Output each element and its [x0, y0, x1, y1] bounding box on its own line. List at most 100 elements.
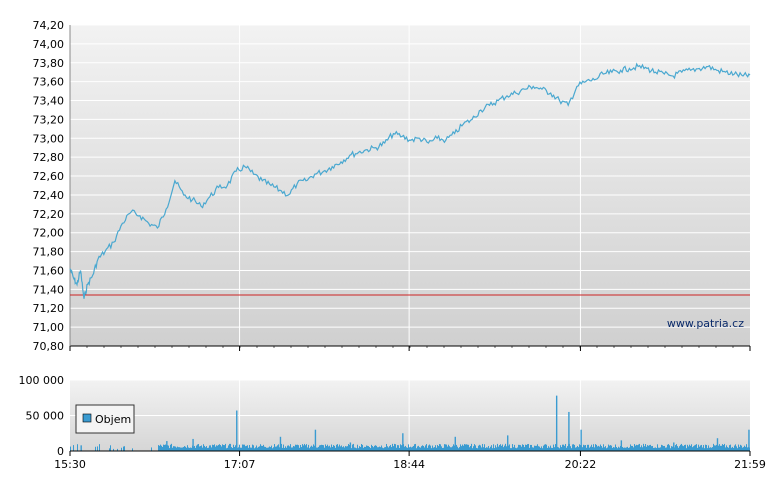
- volume-bar: [200, 446, 201, 451]
- volume-bar: [530, 444, 531, 451]
- volume-bar: [588, 444, 589, 451]
- volume-bar: [316, 447, 317, 451]
- volume-bar: [421, 446, 422, 451]
- volume-bar: [418, 445, 419, 451]
- volume-bar: [470, 445, 471, 451]
- volume-bar: [729, 445, 730, 451]
- volume-bar: [419, 447, 420, 451]
- volume-bar: [181, 447, 182, 451]
- volume-bar: [640, 447, 641, 451]
- volume-bar: [437, 444, 438, 451]
- volume-bar: [428, 445, 429, 451]
- volume-bar: [514, 444, 515, 451]
- volume-spike: [748, 429, 750, 451]
- volume-bar: [409, 447, 410, 451]
- volume-bar: [620, 445, 621, 451]
- volume-bar: [326, 446, 327, 451]
- volume-bar: [452, 446, 453, 451]
- volume-bar: [275, 446, 276, 451]
- volume-bar: [207, 447, 208, 451]
- volume-bar: [579, 444, 580, 451]
- volume-bar: [288, 445, 289, 451]
- volume-bar: [408, 444, 409, 451]
- volume-bar: [342, 447, 343, 451]
- volume-bar: [388, 447, 389, 451]
- volume-bar: [272, 448, 273, 451]
- volume-bar: [427, 447, 428, 451]
- volume-bar: [468, 444, 469, 451]
- volume-bar: [289, 446, 290, 451]
- volume-bar: [623, 447, 624, 451]
- volume-bar: [188, 447, 189, 451]
- volume-y-tick-label: 100 000: [19, 374, 65, 387]
- volume-bar: [671, 446, 672, 451]
- volume-bar: [345, 446, 346, 451]
- volume-bar: [508, 445, 509, 451]
- volume-bar: [740, 444, 741, 451]
- volume-bar: [435, 445, 436, 451]
- volume-bar: [501, 445, 502, 451]
- volume-bar: [249, 444, 250, 451]
- price-grid: [70, 24, 750, 346]
- volume-bar: [724, 443, 725, 451]
- volume-bar: [387, 446, 388, 451]
- volume-bar: [110, 445, 111, 451]
- volume-bar: [132, 448, 133, 451]
- volume-bar: [472, 448, 473, 451]
- volume-bar: [286, 447, 287, 451]
- price-y-tick-label: 70,80: [33, 340, 65, 353]
- volume-bar: [161, 445, 162, 451]
- volume-bar: [330, 447, 331, 451]
- volume-bar: [641, 445, 642, 451]
- volume-bar: [693, 446, 694, 451]
- volume-bar: [164, 444, 165, 451]
- volume-bar: [270, 447, 271, 451]
- volume-bar: [605, 446, 606, 451]
- volume-bar: [495, 445, 496, 451]
- volume-bar: [300, 444, 301, 451]
- volume-bar: [604, 447, 605, 451]
- volume-bar: [385, 447, 386, 451]
- volume-bar: [656, 448, 657, 451]
- volume-bar: [268, 447, 269, 451]
- volume-bar: [478, 445, 479, 451]
- volume-bar: [225, 443, 226, 451]
- volume-bar: [313, 444, 314, 451]
- volume-bar: [391, 447, 392, 451]
- volume-bar: [449, 446, 450, 451]
- volume-bar: [414, 444, 415, 451]
- volume-bar: [239, 444, 240, 451]
- volume-bar: [630, 444, 631, 451]
- volume-bar: [426, 444, 427, 451]
- volume-bar: [711, 447, 712, 451]
- volume-bar: [379, 446, 380, 451]
- volume-bar: [445, 444, 446, 451]
- volume-bar: [318, 446, 319, 451]
- volume-bar: [172, 447, 173, 451]
- volume-bar: [73, 445, 74, 451]
- price-y-tick-label: 71,00: [33, 321, 65, 334]
- volume-bar: [680, 444, 681, 451]
- volume-bar: [255, 447, 256, 451]
- volume-bar: [370, 448, 371, 451]
- volume-bar: [295, 444, 296, 451]
- volume-bar: [708, 445, 709, 451]
- volume-bar: [510, 448, 511, 451]
- volume-bar: [550, 445, 551, 451]
- volume-bar: [491, 445, 492, 451]
- x-tick-label: 18:44: [393, 458, 425, 471]
- volume-bar: [265, 446, 266, 451]
- volume-bar: [301, 447, 302, 451]
- volume-bar: [383, 448, 384, 451]
- volume-bar: [425, 445, 426, 451]
- volume-bar: [180, 447, 181, 451]
- volume-bar: [565, 443, 566, 451]
- volume-bar: [685, 444, 686, 451]
- volume-bar: [453, 444, 454, 451]
- watermark: www.patria.cz: [667, 317, 744, 330]
- volume-bar: [718, 445, 719, 451]
- volume-bar: [715, 445, 716, 451]
- volume-bar: [319, 445, 320, 451]
- volume-bar: [506, 446, 507, 451]
- volume-bar: [278, 444, 279, 451]
